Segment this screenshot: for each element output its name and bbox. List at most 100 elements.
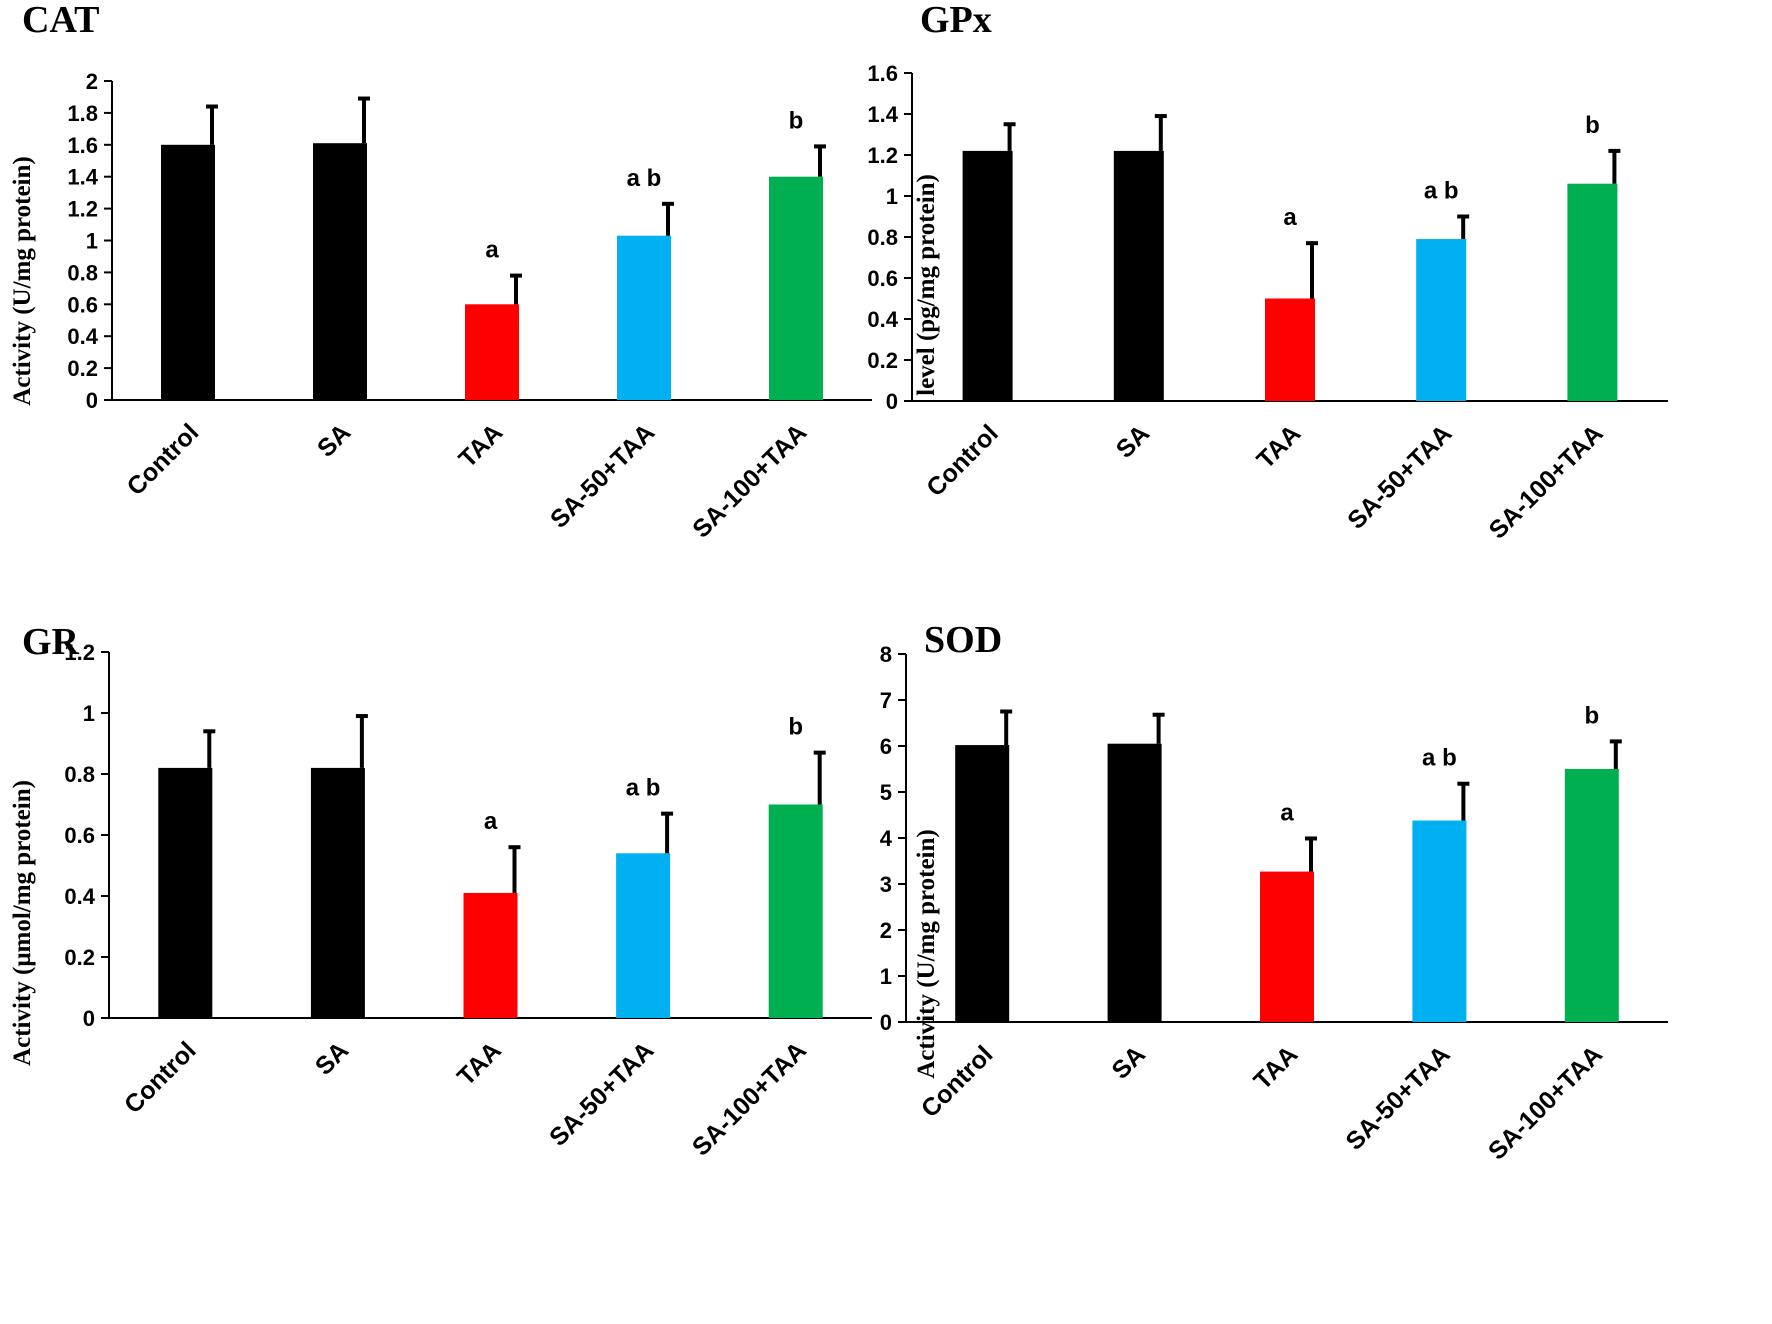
bar bbox=[1107, 743, 1162, 1022]
x-tick-label: TAA bbox=[452, 1036, 507, 1091]
significance-label: a b bbox=[1422, 745, 1457, 772]
x-tick-label: Control bbox=[921, 419, 1004, 502]
y-tick-label: 1 bbox=[86, 229, 98, 254]
bar bbox=[463, 892, 518, 1018]
y-tick-label: 0.6 bbox=[867, 266, 898, 291]
y-tick-label: 0 bbox=[880, 1010, 892, 1035]
significance-label: a bbox=[484, 808, 498, 835]
bar bbox=[1564, 769, 1619, 1022]
y-tick-label: 6 bbox=[880, 734, 892, 759]
chart-title-sod: SOD bbox=[924, 619, 1002, 661]
x-tick-label: TAA bbox=[1248, 1040, 1303, 1095]
y-tick-label: 0.8 bbox=[67, 260, 98, 285]
y-tick-label: 7 bbox=[880, 688, 892, 713]
y-tick-label: 0 bbox=[86, 388, 98, 413]
plot-area-gr: 0 0.2 0.4 0.6 0.8 1 1.2 Control SA a TAA a b SA-50+T… bbox=[64, 640, 872, 1162]
y-tick-label: 1.4 bbox=[867, 102, 898, 127]
bar bbox=[1265, 298, 1315, 401]
y-tick-label: 4 bbox=[880, 826, 893, 851]
y-tick-label: 3 bbox=[880, 872, 892, 897]
y-tick-label: 1 bbox=[880, 964, 892, 989]
y-tick-label: 1.6 bbox=[67, 133, 98, 158]
chart-title-gr: GR bbox=[22, 621, 80, 663]
y-tick-label: 1.6 bbox=[867, 61, 898, 86]
y-tick-label: 0.6 bbox=[64, 823, 95, 848]
x-tick-label: SA-100+TAA bbox=[1483, 1040, 1608, 1165]
y-axis-label-gpx: level (pg/mg protein) bbox=[913, 174, 940, 396]
y-tick-label: 8 bbox=[880, 642, 892, 667]
y-tick-label: 1.8 bbox=[67, 101, 98, 126]
y-tick-label: 0.8 bbox=[867, 225, 898, 250]
x-tick-label: TAA bbox=[1251, 419, 1306, 474]
y-tick-label: 1 bbox=[83, 701, 95, 726]
y-tick-label: 0 bbox=[83, 1006, 95, 1031]
x-tick-label: SA bbox=[312, 418, 356, 462]
y-tick-label: 0.6 bbox=[67, 292, 98, 317]
plot-area-cat: 0 0.2 0.4 0.6 0.8 1 1.2 1.4 1.6 1.8 2 Control SA a TAA… bbox=[67, 69, 872, 544]
plot-area-gpx: 0 0.2 0.4 0.6 0.8 1 1.2 1.4 1.6 Control SA a TAA a b S… bbox=[867, 61, 1668, 545]
bar bbox=[1260, 871, 1314, 1022]
y-axis-label-cat: Activity (U/mg protein) bbox=[9, 156, 36, 406]
chart-title-gpx: GPx bbox=[920, 0, 992, 41]
x-tick-label: SA bbox=[310, 1036, 354, 1080]
bar bbox=[1416, 239, 1467, 401]
x-tick-label: SA bbox=[1111, 419, 1155, 463]
significance-label: b bbox=[789, 107, 804, 134]
chart-panel-sod: SOD Activity (U/mg protein) 012345678Con… bbox=[880, 619, 1668, 1166]
x-tick-label: SA-100+TAA bbox=[687, 1036, 812, 1161]
y-tick-label: 0 bbox=[886, 389, 898, 414]
y-tick-label: 0.4 bbox=[67, 324, 98, 349]
y-tick-label: 1.2 bbox=[67, 197, 98, 222]
bar bbox=[1567, 183, 1618, 401]
bar bbox=[769, 176, 823, 400]
bar bbox=[161, 144, 215, 400]
y-tick-label: 0.2 bbox=[64, 945, 95, 970]
y-tick-label: 2 bbox=[880, 918, 892, 943]
bar bbox=[158, 767, 213, 1018]
bar bbox=[310, 767, 365, 1018]
x-tick-label: TAA bbox=[453, 418, 508, 473]
x-tick-label: Control bbox=[122, 418, 205, 501]
y-tick-label: 2 bbox=[86, 69, 98, 94]
bar bbox=[962, 150, 1013, 401]
bar bbox=[465, 304, 519, 400]
x-tick-label: SA bbox=[1106, 1040, 1150, 1084]
significance-label: b bbox=[788, 714, 803, 741]
y-tick-label: 0.2 bbox=[67, 356, 98, 381]
bar bbox=[1412, 820, 1467, 1022]
y-axis-label-sod: Activity (U/mg protein) bbox=[913, 829, 940, 1079]
bar bbox=[768, 804, 823, 1018]
chart-panel-gpx: GPx level (pg/mg protein) 0 0.2 0.4 0.6 0.8 1… bbox=[867, 0, 1668, 545]
x-tick-label: SA-50+TAA bbox=[1342, 419, 1457, 534]
significance-label: a bbox=[1280, 799, 1294, 826]
bar bbox=[617, 235, 671, 400]
x-tick-label: SA-100+TAA bbox=[687, 418, 812, 543]
significance-label: a b bbox=[626, 775, 661, 802]
significance-label: a bbox=[485, 237, 499, 264]
y-tick-label: 0.4 bbox=[64, 884, 95, 909]
y-tick-label: 0.8 bbox=[64, 762, 95, 787]
x-tick-label: SA-50+TAA bbox=[544, 1036, 659, 1151]
x-tick-label: SA-50+TAA bbox=[545, 418, 660, 533]
y-tick-label: 1.2 bbox=[64, 640, 95, 665]
y-tick-label: 5 bbox=[880, 780, 892, 805]
significance-label: a b bbox=[627, 165, 662, 192]
y-tick-label: 0.4 bbox=[867, 307, 898, 332]
y-tick-label: 1 bbox=[886, 184, 898, 209]
y-tick-label: 0.2 bbox=[867, 348, 898, 373]
chart-panel-gr: GR Activity (μmol/mg protein) 0 0.2 0.4 0.6… bbox=[9, 621, 872, 1162]
bar bbox=[313, 143, 367, 400]
bar bbox=[1113, 150, 1164, 401]
y-tick-label: 1.2 bbox=[867, 143, 898, 168]
chart-panel-cat: CAT Activity (U/mg protein) 0 0.2 0.4 0.6 0.… bbox=[9, 0, 872, 544]
chart-title-cat: CAT bbox=[22, 0, 99, 41]
bar bbox=[955, 745, 1010, 1022]
significance-label: a bbox=[1283, 204, 1297, 231]
x-tick-label: Control bbox=[119, 1036, 202, 1119]
significance-label: b bbox=[1585, 112, 1600, 139]
x-tick-label: SA-50+TAA bbox=[1340, 1040, 1455, 1155]
y-axis-label-gr: Activity (μmol/mg protein) bbox=[9, 780, 36, 1066]
y-tick-label: 1.4 bbox=[67, 165, 98, 190]
